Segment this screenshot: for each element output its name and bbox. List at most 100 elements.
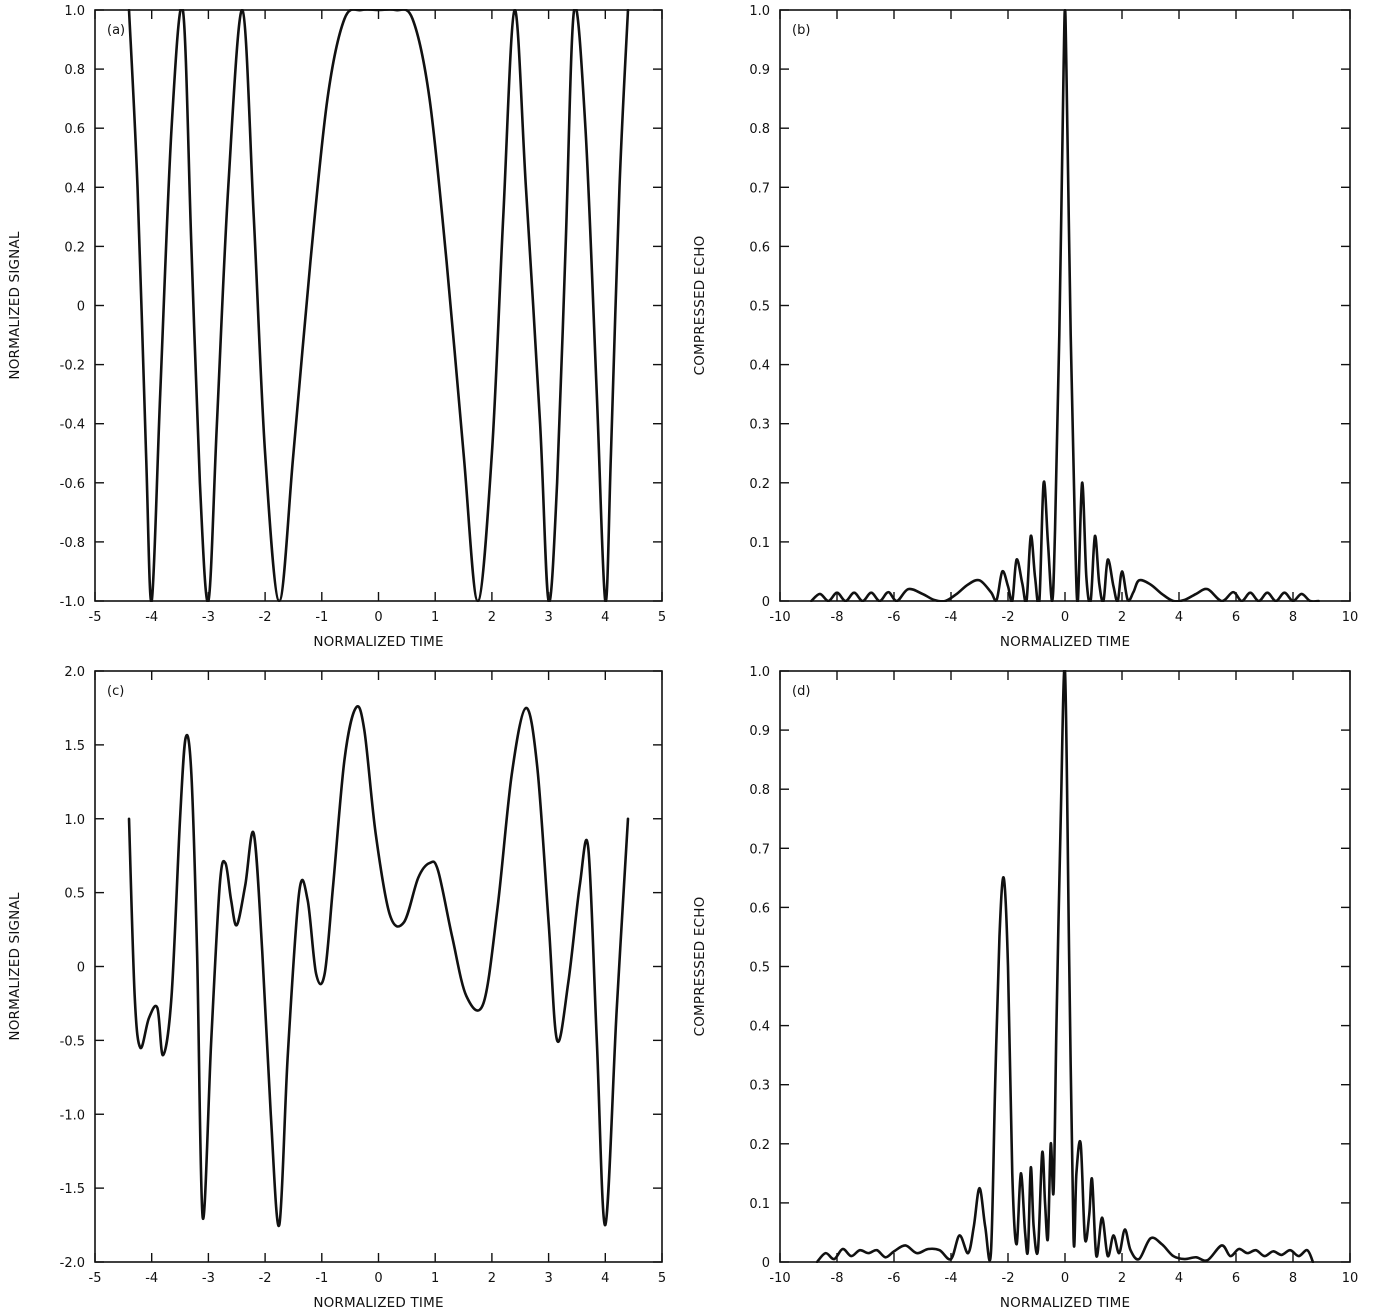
y-tick-label: 0 (77, 300, 85, 315)
panel-a: -5 -4 -3 -2 -1 0 1 2 3 4 5 -1.0 -0.8 -0.6 -0.4 -0.2 0 0.2… (7, 4, 666, 650)
x-tick-label: 1 (431, 1271, 439, 1286)
y-tick-label: 0.4 (749, 1020, 770, 1035)
panel-label: (d) (792, 684, 810, 699)
y-tick-label: 0.8 (749, 122, 770, 137)
y-tick-label: -0.5 (60, 1034, 85, 1049)
y-tick-label: 0.2 (749, 1138, 770, 1153)
x-tick-label: -2 (259, 610, 272, 625)
x-tick-label: 5 (658, 610, 666, 625)
y-tick-label: 0.1 (749, 1197, 770, 1212)
y-tick-label: 0.5 (64, 887, 85, 902)
x-tick-label: 10 (1342, 1271, 1359, 1286)
y-tick-label: 0.5 (749, 300, 770, 315)
series-line (815, 670, 1315, 1263)
y-tick-label: 1.5 (64, 739, 85, 754)
x-tick-label: -4 (945, 1271, 958, 1286)
x-tick-label: -2 (259, 1271, 272, 1286)
y-axis-label: NORMALIZED SIGNAL (7, 892, 23, 1041)
y-tick-label: 0.8 (64, 63, 85, 78)
x-tick-label: 0 (374, 1271, 382, 1286)
x-tick-label: -8 (831, 610, 844, 625)
panel-b: -10 -8 -6 -4 -2 0 2 4 6 8 10 0 0.1 0.2 0.3 0.4 0.5 0.6 0.7… (692, 4, 1358, 650)
x-tick-label: 4 (601, 610, 609, 625)
x-tick-label: 8 (1289, 610, 1297, 625)
x-tick-label: -10 (769, 1271, 790, 1286)
y-tick-label: 2.0 (64, 665, 85, 680)
x-tick-label: -2 (1002, 610, 1015, 625)
y-tick-label: -1.5 (60, 1182, 85, 1197)
x-tick-label: 0 (1061, 610, 1069, 625)
series-line (127, 9, 630, 602)
y-tick-label: -0.8 (60, 536, 85, 551)
x-tick-label: -4 (145, 610, 158, 625)
x-tick-label: 2 (1118, 610, 1126, 625)
series-line (127, 705, 630, 1228)
x-tick-label: 4 (601, 1271, 609, 1286)
x-tick-label: 5 (658, 1271, 666, 1286)
x-tick-label: -4 (945, 610, 958, 625)
y-tick-label: -1.0 (60, 595, 85, 610)
x-tick-label: -8 (831, 1271, 844, 1286)
y-tick-label: 0.4 (64, 181, 85, 196)
y-tick-label: 0.1 (749, 536, 770, 551)
y-tick-label: -0.2 (60, 359, 85, 374)
y-tick-label: 0 (762, 1256, 770, 1271)
plot-frame (94, 9, 663, 602)
x-axis-label: NORMALIZED TIME (1000, 1295, 1130, 1311)
panel-c: -5 -4 -3 -2 -1 0 1 2 3 4 5 -2.0 -1.5 -1.0 -0.5 0 0.5 1.0 1… (7, 665, 666, 1311)
x-axis-label: NORMALIZED TIME (313, 1295, 443, 1311)
x-tick-label: -10 (769, 610, 790, 625)
y-tick-label: 0.9 (749, 724, 770, 739)
y-axis-label: COMPRESSED ECHO (692, 236, 708, 376)
y-tick-label: 0.3 (749, 418, 770, 433)
y-tick-label: 0.8 (749, 783, 770, 798)
y-axis-label: COMPRESSED ECHO (692, 897, 708, 1037)
y-tick-label: -0.4 (60, 418, 85, 433)
x-tick-label: -5 (89, 1271, 102, 1286)
x-tick-label: -1 (315, 610, 328, 625)
y-tick-label: 0.6 (64, 122, 85, 137)
x-axis-label: NORMALIZED TIME (313, 634, 443, 650)
y-tick-label: 1.0 (749, 665, 770, 680)
x-tick-label: 0 (1061, 1271, 1069, 1286)
panel-label: (c) (107, 684, 124, 699)
y-tick-label: 0.5 (749, 961, 770, 976)
y-tick-label: -1.0 (60, 1108, 85, 1123)
plot-frame (94, 670, 663, 1263)
x-tick-label: -6 (888, 610, 901, 625)
y-tick-label: 1.0 (64, 813, 85, 828)
panel-label: (a) (107, 23, 125, 38)
panel-d: -10 -8 -6 -4 -2 0 2 4 6 8 10 0 0.1 0.2 0.3 0.4 0.5 0.6 0.7… (692, 665, 1358, 1311)
x-tick-label: 6 (1232, 610, 1240, 625)
y-tick-label: 0.3 (749, 1079, 770, 1094)
y-tick-label: 0.9 (749, 63, 770, 78)
x-tick-label: 10 (1342, 610, 1359, 625)
y-tick-label: 0 (77, 961, 85, 976)
x-tick-label: 4 (1175, 610, 1183, 625)
x-tick-label: -2 (1002, 1271, 1015, 1286)
y-axis-label: NORMALIZED SIGNAL (7, 231, 23, 380)
x-tick-label: 2 (488, 1271, 496, 1286)
y-tick-label: 1.0 (749, 4, 770, 19)
x-tick-label: 2 (1118, 1271, 1126, 1286)
x-tick-label: -6 (888, 1271, 901, 1286)
x-axis-label: NORMALIZED TIME (1000, 634, 1130, 650)
x-tick-label: 3 (544, 610, 552, 625)
y-tick-label: -2.0 (60, 1256, 85, 1271)
y-tick-label: 0.6 (749, 240, 770, 255)
series-line (810, 9, 1320, 602)
x-tick-label: -4 (145, 1271, 158, 1286)
y-tick-label: 0.2 (64, 240, 85, 255)
y-tick-label: 0 (762, 595, 770, 610)
x-tick-label: -3 (202, 1271, 215, 1286)
y-tick-label: 0.7 (749, 842, 770, 857)
x-tick-label: 3 (544, 1271, 552, 1286)
y-tick-label: -0.6 (60, 477, 85, 492)
plot-frame (779, 670, 1351, 1263)
y-tick-label: 1.0 (64, 4, 85, 19)
y-tick-label: 0.7 (749, 181, 770, 196)
x-tick-label: 8 (1289, 1271, 1297, 1286)
plot-frame (779, 9, 1351, 602)
x-tick-label: -5 (89, 610, 102, 625)
x-tick-label: -1 (315, 1271, 328, 1286)
